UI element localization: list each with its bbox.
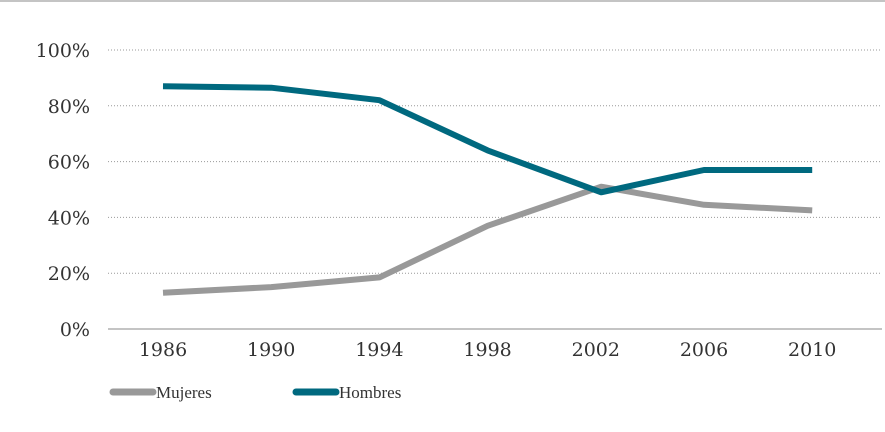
gridlines [108,50,882,273]
x-axis-tick-labels: 1986 1990 1994 1998 2002 2006 2010 [139,339,837,361]
y-tick-label: 60% [48,152,90,174]
x-tick-label: 1986 [139,339,187,361]
x-tick-label: 2010 [788,339,836,361]
y-tick-label: 0% [60,319,90,341]
legend: Mujeres Hombres [113,383,401,402]
x-tick-label: 1998 [463,339,511,361]
y-tick-label: 80% [48,96,90,118]
y-tick-label: 40% [48,207,90,229]
x-tick-label: 1994 [355,339,403,361]
y-axis-tick-labels: 0% 20% 40% 60% 80% 100% [36,40,90,341]
x-tick-label: 1990 [247,339,295,361]
legend-label-hombres: Hombres [339,383,401,402]
series-line-mujeres [163,187,812,293]
legend-label-mujeres: Mujeres [156,383,212,402]
x-tick-label: 2006 [680,339,728,361]
y-tick-label: 100% [36,40,90,62]
x-tick-label: 2002 [572,339,620,361]
y-tick-label: 20% [48,263,90,285]
series-line-hombres [163,86,812,192]
series-lines [163,86,812,293]
